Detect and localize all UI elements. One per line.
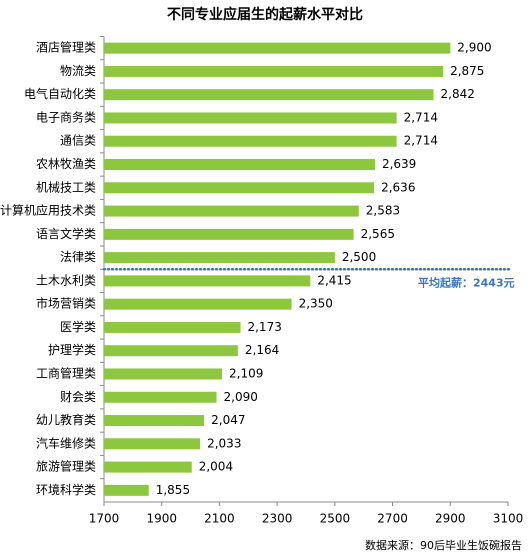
y-tick-label: 工商管理类 (36, 365, 96, 380)
value-label: 2,500 (342, 250, 376, 264)
value-label: 2,047 (211, 413, 245, 427)
y-tick-label: 土木水利类 (36, 273, 96, 287)
bar (104, 298, 292, 310)
bar (104, 368, 223, 380)
value-label: 2,004 (199, 460, 233, 474)
y-tick-label: 物流类 (60, 64, 96, 78)
y-tick-label: 机械技工类 (36, 179, 96, 194)
value-label: 2,714 (404, 110, 438, 124)
bar (104, 415, 205, 427)
value-label: 2,164 (245, 343, 279, 357)
y-tick-label: 医学类 (60, 319, 96, 334)
value-label: 2,875 (450, 64, 484, 78)
x-tick-label: 3100 (493, 512, 524, 526)
y-tick-label: 旅游管理类 (36, 459, 96, 474)
value-label: 2,415 (317, 273, 351, 287)
y-tick-label: 通信类 (60, 134, 96, 148)
bar (104, 321, 241, 333)
bar (104, 461, 192, 473)
x-tick-label: 2900 (435, 512, 466, 526)
x-tick-label: 1900 (146, 512, 177, 526)
value-label: 2,714 (404, 134, 438, 148)
x-tick-label: 2500 (320, 512, 351, 526)
x-tick-label: 2100 (204, 512, 235, 526)
y-tick-label: 酒店管理类 (36, 40, 96, 55)
value-label: 2,636 (381, 180, 415, 194)
value-label: 1,855 (156, 483, 190, 497)
bar (104, 205, 359, 217)
y-tick-label: 环境科学类 (36, 482, 96, 497)
x-tick-label: 2700 (377, 512, 408, 526)
bar (104, 228, 354, 240)
y-tick-label: 电气自动化类 (24, 86, 96, 101)
y-tick-label: 财会类 (60, 390, 96, 404)
bar (104, 182, 375, 194)
y-tick-label: 农林牧渔类 (36, 157, 96, 171)
bar (104, 252, 335, 264)
x-tick-label: 2300 (262, 512, 293, 526)
bar (104, 42, 451, 54)
bar (104, 112, 397, 124)
y-tick-label: 护理学类 (48, 342, 96, 357)
value-label: 2,842 (441, 87, 475, 101)
value-label: 2,350 (299, 297, 333, 311)
value-label: 2,583 (366, 204, 400, 218)
average-label: 平均起薪：2443元 (418, 275, 515, 289)
bar (104, 391, 217, 403)
value-label: 2,900 (457, 41, 491, 55)
bar (104, 159, 375, 171)
y-tick-label: 市场营销类 (36, 296, 96, 311)
bar (104, 484, 149, 496)
x-tick-label: 1700 (89, 512, 120, 526)
bar (104, 65, 444, 77)
value-label: 2,090 (224, 390, 258, 404)
bar (104, 438, 201, 450)
chart-title: 不同专业应届生的起薪水平对比 (167, 6, 363, 23)
y-tick-label: 法律类 (60, 250, 96, 264)
bar (104, 275, 311, 287)
value-label: 2,173 (247, 320, 281, 334)
y-tick-label: 幼儿教育类 (36, 412, 96, 427)
bar (104, 135, 397, 147)
bar (104, 89, 434, 101)
y-tick-label: 计算机应用技术类 (0, 203, 96, 218)
value-label: 2,033 (207, 436, 241, 450)
value-label: 2,109 (229, 366, 263, 380)
y-tick-label: 汽车维修类 (36, 435, 96, 450)
source-note: 数据来源：90后毕业生饭碗报告 (365, 538, 522, 552)
y-tick-label: 语言文学类 (36, 226, 96, 241)
value-label: 2,565 (361, 227, 395, 241)
bar (104, 345, 238, 357)
y-tick-label: 电子商务类 (36, 109, 96, 124)
value-label: 2,639 (382, 157, 416, 171)
